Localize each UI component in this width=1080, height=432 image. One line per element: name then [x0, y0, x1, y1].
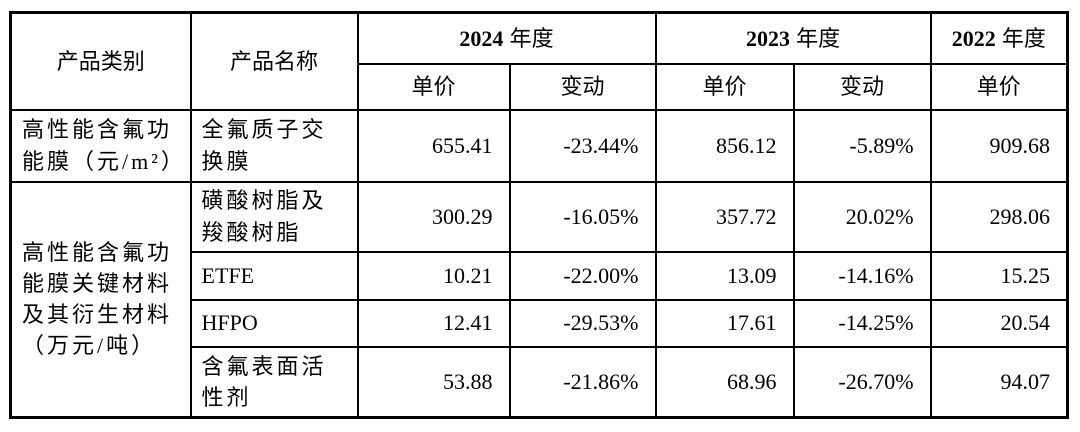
price-2024-cell: 12.41	[356, 298, 511, 348]
product-name-cell: 全氟质子交 换膜	[189, 108, 359, 183]
category-cell-functional-film: 高性能含氟功 能膜（元/m²）	[9, 108, 192, 183]
year-2022-suffix: 年度	[1001, 25, 1046, 51]
price-2022-cell: 20.54	[929, 298, 1069, 348]
header-change-2024: 变动	[508, 62, 657, 111]
change-2024-cell: -23.44%	[508, 108, 657, 183]
category-cell-key-materials: 高性能含氟功 能膜关键材料 及其衍生材料 （万元/吨）	[9, 180, 192, 419]
year-2024-number: 2024	[459, 25, 504, 51]
header-unit-price-2024: 单价	[356, 62, 511, 111]
product-name-cell: 磺酸树脂及 羧酸树脂	[189, 180, 359, 253]
change-2023-cell: 20.02%	[792, 180, 932, 253]
year-2023-number: 2023	[745, 25, 790, 51]
change-2024-cell: -29.53%	[508, 298, 657, 348]
header-year-2022: 2022 年度	[929, 11, 1069, 65]
header-product-category: 产品类别	[9, 11, 192, 111]
change-2023-cell: -14.16%	[792, 250, 932, 301]
price-2023-cell: 17.61	[654, 298, 795, 348]
product-name-cell: 含氟表面活 性剂	[189, 345, 359, 419]
table-row-surfactant: 含氟表面活 性剂 53.88 -21.86% 68.96 -26.70% 94.…	[11, 345, 1069, 419]
product-name-cell: ETFE	[189, 250, 359, 301]
header-year-2023: 2023 年度	[654, 11, 932, 65]
price-2023-cell: 68.96	[654, 345, 795, 419]
header-product-name: 产品名称	[189, 11, 359, 111]
table-row-proton-exchange-membrane: 高性能含氟功 能膜（元/m²） 全氟质子交 换膜 655.41 -23.44% …	[9, 108, 1069, 183]
change-2024-cell: -16.05%	[508, 180, 657, 253]
change-2024-cell: -22.00%	[508, 250, 657, 301]
header-unit-price-2022: 单价	[929, 62, 1069, 111]
change-2023-cell: -26.70%	[792, 345, 932, 419]
year-2023-suffix: 年度	[796, 25, 841, 51]
price-2022-cell: 298.06	[929, 180, 1069, 253]
table-row-resins: 高性能含氟功 能膜关键材料 及其衍生材料 （万元/吨） 磺酸树脂及 羧酸树脂 3…	[9, 180, 1069, 419]
table-row-etfe: ETFE 10.21 -22.00% 13.09 -14.16% 15.25	[11, 250, 1069, 301]
change-2023-cell: -14.25%	[792, 298, 932, 348]
price-2023-cell: 856.12	[654, 108, 795, 183]
header-year-2024: 2024 年度	[356, 11, 657, 65]
price-2023-cell: 13.09	[654, 250, 795, 301]
year-2024-suffix: 年度	[509, 25, 554, 51]
price-2024-cell: 300.29	[356, 180, 511, 253]
product-price-table: 产品类别 产品名称 2024 年度 2023 年度 2022 年度 单价 变动 单价 …	[9, 11, 1070, 419]
table-row-hfpo: HFPO 12.41 -29.53% 17.61 -14.25% 20.54	[11, 298, 1069, 348]
price-2024-cell: 655.41	[356, 108, 511, 183]
product-name-cell: HFPO	[189, 298, 359, 348]
price-2024-cell: 10.21	[356, 250, 511, 301]
header-row-years: 产品类别 产品名称 2024 年度 2023 年度 2022 年度	[9, 11, 1069, 111]
change-2023-cell: -5.89%	[792, 108, 932, 183]
header-unit-price-2023: 单价	[654, 62, 795, 111]
price-2022-cell: 909.68	[929, 108, 1069, 183]
change-2024-cell: -21.86%	[508, 345, 657, 419]
header-row-subcolumns: 单价 变动 单价 变动 单价	[11, 62, 1069, 111]
price-2023-cell: 357.72	[654, 180, 795, 253]
price-2022-cell: 94.07	[929, 345, 1069, 419]
price-2024-cell: 53.88	[356, 345, 511, 419]
header-change-2023: 变动	[792, 62, 932, 111]
price-2022-cell: 15.25	[929, 250, 1069, 301]
year-2022-number: 2022	[951, 25, 996, 51]
